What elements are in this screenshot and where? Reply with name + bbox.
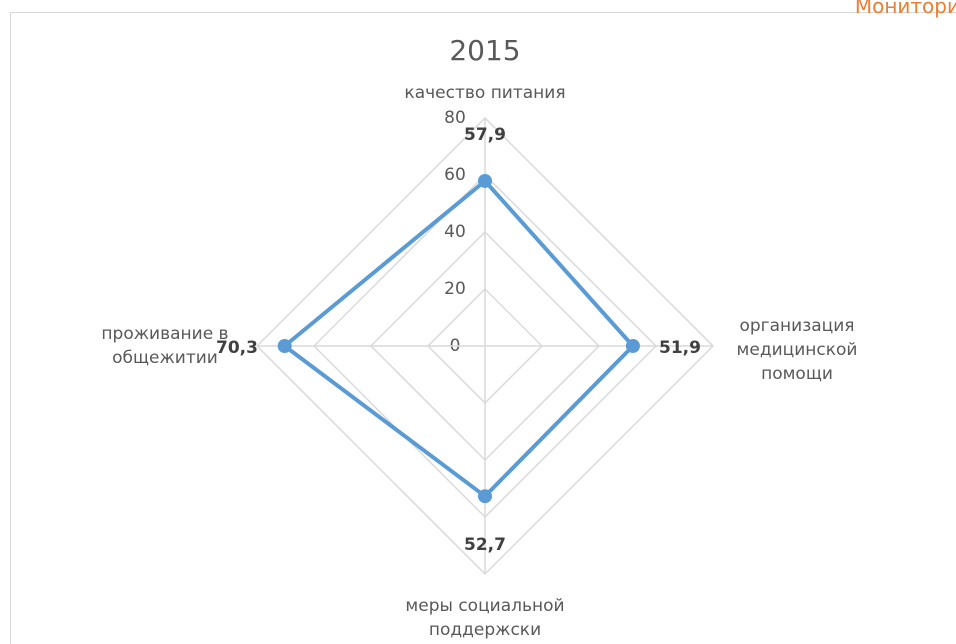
chart-border bbox=[10, 12, 956, 644]
data-point bbox=[277, 339, 292, 353]
data-point bbox=[478, 489, 492, 504]
value-label: 70,3 bbox=[216, 338, 258, 358]
data-point bbox=[625, 339, 640, 353]
value-label: 57,9 bbox=[464, 125, 506, 145]
category-label: организация медицинской помощи bbox=[736, 316, 858, 384]
value-label: 51,9 bbox=[659, 338, 701, 358]
tick-label: 40 bbox=[444, 222, 466, 242]
tick-label: 20 bbox=[444, 279, 466, 299]
page-header: Монитори bbox=[854, 0, 956, 18]
tick-label: 80 bbox=[444, 108, 466, 128]
category-label: качество питания bbox=[404, 83, 566, 103]
category-label: меры социальной поддержски bbox=[405, 596, 565, 640]
category-label: проживание в общежитии bbox=[101, 324, 229, 368]
data-point bbox=[478, 173, 492, 188]
chart-title: 2015 bbox=[449, 34, 520, 67]
value-label: 52,7 bbox=[464, 535, 506, 555]
tick-label: 60 bbox=[444, 165, 466, 185]
